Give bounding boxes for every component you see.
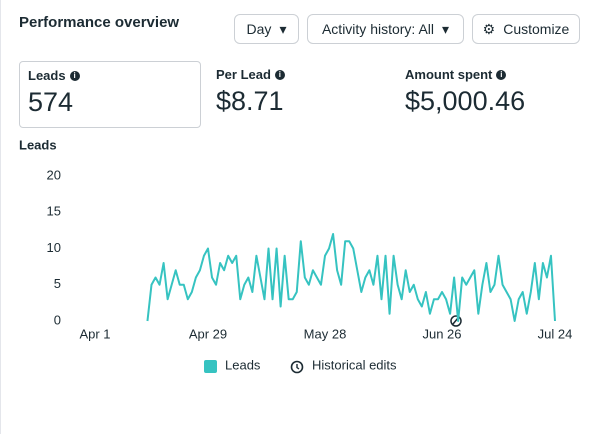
- y-tick-label: 20: [47, 167, 61, 182]
- button-label: Day: [246, 21, 272, 37]
- metric-value: $5,000.46: [405, 86, 526, 116]
- icon: ⚙: [482, 20, 496, 37]
- metric-value: 574: [28, 87, 74, 117]
- customize-button[interactable]: ⚙ Customize: [472, 14, 580, 44]
- y-tick-label: 10: [47, 240, 61, 255]
- metric-label: Per Lead: [216, 67, 271, 82]
- x-tick-label: Apr 29: [189, 326, 227, 341]
- info-icon: i: [69, 70, 80, 81]
- legend-label: Leads: [225, 357, 261, 372]
- info-icon: i: [274, 69, 285, 80]
- button-label: Customize: [503, 21, 570, 37]
- x-tick-label: Apr 1: [79, 326, 110, 341]
- chart-title: Leads: [19, 137, 57, 152]
- metric-card[interactable]: Leads i 574: [19, 61, 201, 128]
- metric-label: Amount spent: [405, 67, 493, 82]
- metric-label-row: Amount spent i: [405, 67, 571, 82]
- caret: ▾: [279, 20, 287, 37]
- metric-card[interactable]: Per Lead i $8.71: [208, 61, 390, 128]
- info-icon: i: [496, 69, 507, 80]
- edit-marker: [450, 315, 462, 327]
- x-tick-label: Jul 24: [538, 326, 573, 341]
- y-tick-label: 15: [47, 204, 61, 219]
- legend-label: Historical edits: [312, 357, 397, 372]
- series-line: [146, 233, 556, 322]
- activity-button[interactable]: Activity history: All ▾: [307, 14, 464, 44]
- chart: Leads Historical edits 0 5 10 15 20 Apr 1 Apr …: [19, 137, 573, 374]
- historical-edits-icon: [290, 360, 304, 374]
- x-tick-label: Jun 26: [422, 326, 461, 341]
- metric-label-row: Leads i: [28, 68, 192, 83]
- metric-label-row: Per Lead i: [216, 67, 382, 82]
- metric-value: $8.71: [216, 86, 284, 116]
- y-tick-label: 5: [54, 276, 61, 291]
- y-tick-label: 0: [54, 312, 61, 327]
- caret: ▾: [442, 20, 450, 37]
- x-tick-label: May 28: [304, 326, 347, 341]
- button-label: Activity history: All: [321, 21, 434, 37]
- panel-title: Performance overview: [19, 14, 180, 31]
- metric-label: Leads: [28, 68, 66, 83]
- day-button[interactable]: Day ▾: [234, 14, 299, 44]
- metric-card[interactable]: Amount spent i $5,000.46: [397, 61, 579, 128]
- legend-swatch: [204, 360, 217, 373]
